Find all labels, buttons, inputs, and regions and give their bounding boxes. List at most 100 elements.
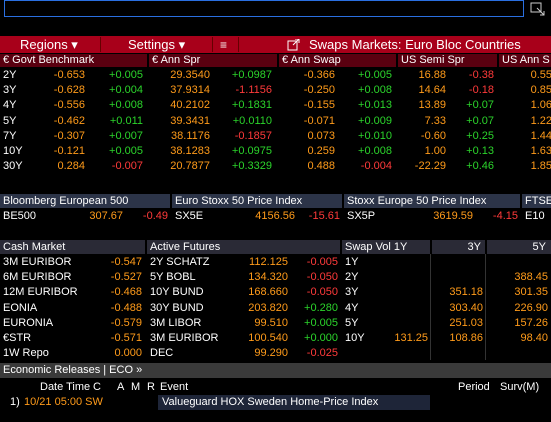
index-ticker: BE500: [3, 210, 37, 222]
rate-value: -0.653: [53, 69, 85, 81]
future-change: +0.000: [304, 332, 338, 344]
eco-column: A: [117, 381, 125, 393]
vol-value: 303.40: [449, 301, 483, 314]
column-header: [499, 54, 551, 67]
window-icon[interactable]: [530, 2, 546, 16]
divider: [430, 254, 431, 360]
row-number: 1): [10, 396, 20, 408]
index-value: 3619.59: [433, 210, 473, 222]
change-value: +0.13: [466, 145, 494, 157]
rate-value: 1.00: [424, 145, 446, 157]
rate-value: 1.85: [530, 160, 551, 173]
divider: [238, 37, 239, 52]
vol-tenor: 4Y: [345, 301, 359, 314]
change-value: +0.007: [109, 129, 143, 142]
cash-value: -0.547: [110, 256, 142, 268]
rate-value: 16.88: [418, 69, 446, 81]
column-header: [0, 54, 147, 67]
change-value: +0.005: [109, 145, 143, 157]
future-change: -0.050: [306, 271, 338, 284]
future-change: +0.280: [304, 301, 338, 314]
eco-title[interactable]: Economic Releases | ECO »: [3, 364, 143, 376]
index-header: [344, 194, 520, 208]
change-value: +0.005: [358, 69, 392, 81]
future-change: +0.005: [304, 316, 338, 329]
future-price: 99.510: [254, 316, 288, 329]
panel-header: [0, 240, 145, 254]
panel-header: [342, 240, 430, 254]
column-header-label: 3Y: [467, 241, 481, 253]
future-change: -0.050: [306, 286, 338, 299]
vol-value: 226.90: [514, 301, 548, 314]
rate-value: 39.3431: [170, 114, 210, 127]
command-input[interactable]: [4, 0, 524, 17]
rate-value: 0.259: [307, 145, 335, 157]
rate-value: 1.44: [530, 129, 551, 142]
index-name: FTSE: [525, 195, 551, 207]
rate-value: -0.628: [53, 84, 85, 97]
eco-column: Date Time: [40, 381, 91, 393]
vol-value: 301.35: [514, 286, 548, 299]
vol-tenor: 3Y: [345, 286, 359, 299]
tenor-label: 7Y: [3, 129, 17, 142]
future-change: -0.005: [306, 256, 338, 268]
index-header: [172, 194, 342, 208]
rate-value: -0.556: [53, 99, 85, 112]
tenor-label: 5Y: [3, 114, 17, 127]
list-icon[interactable]: ≡: [220, 38, 228, 52]
index-change: -0.49: [142, 210, 168, 222]
change-value: +0.0975: [231, 145, 272, 157]
menu-bar: [0, 36, 551, 53]
index-ticker: SX5E: [175, 210, 204, 222]
column-header: [398, 54, 497, 67]
index-header: [522, 194, 551, 208]
rate-value: 13.89: [418, 99, 446, 112]
rate-value: -0.250: [303, 84, 335, 97]
change-value: +0.07: [466, 114, 494, 127]
regions-menu[interactable]: Regions ▾: [20, 37, 78, 52]
vol-value: 98.40: [520, 332, 548, 344]
event-cell: [158, 395, 430, 410]
panel-title: Cash Market: [3, 241, 66, 253]
column-header-label: 5Y: [532, 241, 546, 253]
divider: [212, 37, 213, 52]
index-name: Euro Stoxx 50 Price Index: [175, 195, 303, 207]
index-ticker: E10: [525, 210, 545, 222]
vol-tenor: 1Y: [345, 256, 359, 268]
change-value: -0.004: [360, 160, 392, 173]
change-value: +0.013: [358, 99, 392, 112]
future-name: 30Y BUND: [150, 301, 204, 314]
rate-value: 29.3540: [170, 69, 210, 81]
settings-menu[interactable]: Settings ▾: [128, 37, 186, 52]
divider: [100, 37, 101, 52]
change-value: -0.007: [111, 160, 143, 173]
future-name: DEC: [150, 347, 174, 360]
future-price: 203.820: [248, 301, 288, 314]
cash-value: 0.000: [114, 347, 142, 360]
index-header: [0, 194, 170, 208]
change-value: +0.008: [358, 145, 392, 157]
vol-value: 131.25: [394, 332, 428, 344]
rate-value: -0.121: [53, 145, 85, 157]
cash-value: -0.579: [110, 316, 142, 329]
divider: [485, 254, 486, 360]
launch-icon[interactable]: [287, 39, 301, 51]
change-value: +0.46: [466, 160, 494, 173]
release-time: 10/21 05:00 SW: [24, 396, 103, 408]
future-price: 168.660: [248, 286, 288, 299]
rate-value: -0.307: [53, 129, 85, 142]
future-name: 2Y SCHATZ: [150, 256, 210, 268]
rate-value: 7.33: [424, 114, 446, 127]
change-value: +0.008: [109, 99, 143, 112]
future-name: 10Y BUND: [150, 286, 204, 299]
change-value: +0.0987: [231, 69, 272, 81]
rate-value: 1.63: [530, 145, 551, 157]
rate-value: 14.64: [418, 84, 446, 97]
column-header-label: US Semi Spr: [401, 54, 465, 66]
rate-value: 37.9314: [170, 84, 210, 97]
future-name: 3M EURIBOR: [150, 332, 219, 344]
vol-value: 251.03: [449, 316, 483, 329]
event-name[interactable]: Valueguard HOX Sweden Home-Price Index: [162, 396, 379, 408]
tenor-label: 30Y: [3, 160, 23, 173]
